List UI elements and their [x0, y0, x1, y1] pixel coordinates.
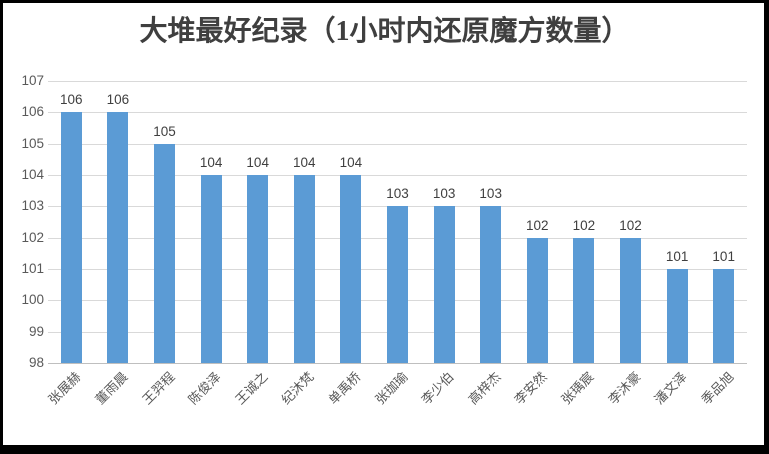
- y-axis-tick-label: 107: [21, 73, 44, 88]
- y-axis-tick-label: 104: [21, 167, 44, 182]
- y-gridline: [48, 175, 747, 176]
- bar[interactable]: [107, 112, 129, 363]
- bar-value-label: 103: [432, 186, 456, 202]
- y-axis-tick-label: 99: [28, 323, 44, 339]
- bar[interactable]: [340, 175, 362, 363]
- x-category-label: 纪沐梵: [278, 369, 317, 408]
- bar[interactable]: [526, 237, 548, 363]
- y-gridline: [48, 112, 747, 114]
- y-gridline: [48, 143, 747, 145]
- x-category-label: 陈俊泽: [185, 369, 224, 408]
- y-gridline: [48, 363, 747, 364]
- bar[interactable]: [433, 206, 455, 363]
- x-category-label: 季品旭: [698, 369, 737, 408]
- bar-value-label: 102: [619, 217, 642, 233]
- y-axis-tick-label: 101: [21, 261, 44, 276]
- bar[interactable]: [200, 175, 222, 363]
- y-axis-tick-label: 103: [21, 198, 44, 214]
- bar[interactable]: [713, 269, 735, 363]
- x-category-label: 张展赫: [45, 369, 84, 408]
- bar-value-label: 101: [712, 249, 735, 264]
- chart-title: 大堆最好纪录（1小时内还原魔方数量）: [139, 16, 630, 47]
- bar[interactable]: [666, 269, 688, 363]
- y-axis-tick-label: 100: [21, 292, 44, 308]
- bar[interactable]: [480, 206, 502, 363]
- bar-value-label: 106: [60, 92, 83, 108]
- x-category-label: 李少伯: [418, 369, 457, 408]
- bar[interactable]: [573, 237, 595, 363]
- x-category-label: 高梓杰: [465, 369, 504, 408]
- bar[interactable]: [293, 175, 315, 363]
- y-axis-tick-label: 98: [28, 355, 44, 370]
- bar-value-label: 104: [293, 155, 316, 170]
- bar-value-label: 105: [153, 123, 176, 139]
- bar-value-label: 103: [479, 186, 502, 202]
- x-category-label: 王诚之: [232, 369, 271, 408]
- x-category-label: 董雨晨: [92, 369, 131, 408]
- y-axis-tick-label: 102: [21, 229, 44, 245]
- bar-value-label: 106: [106, 92, 130, 108]
- bar-value-label: 101: [665, 249, 689, 264]
- bar[interactable]: [387, 206, 408, 363]
- y-gridline: [48, 81, 747, 82]
- x-category-label: 张珈瑜: [371, 369, 411, 408]
- bar[interactable]: [247, 175, 269, 363]
- bar-value-label: 102: [572, 217, 596, 233]
- bar-value-label: 104: [246, 155, 269, 170]
- x-category-label: 王羿程: [138, 369, 178, 408]
- y-axis-tick-label: 105: [21, 135, 44, 151]
- y-axis-tick-label: 106: [21, 104, 44, 120]
- bar[interactable]: [154, 143, 175, 363]
- x-category-label: 李沐豪: [604, 369, 644, 408]
- bar[interactable]: [620, 237, 641, 363]
- x-category-label: 单禹桥: [325, 369, 364, 408]
- x-category-label: 李安然: [511, 369, 550, 408]
- bar-value-label: 103: [386, 186, 409, 202]
- x-category-label: 张瑀宸: [558, 369, 597, 408]
- x-category-label: 潘文泽: [651, 369, 690, 408]
- bar[interactable]: [60, 112, 82, 363]
- bar-value-label: 104: [339, 155, 363, 170]
- bar-value-label: 102: [526, 217, 549, 233]
- bar-value-label: 104: [199, 155, 223, 170]
